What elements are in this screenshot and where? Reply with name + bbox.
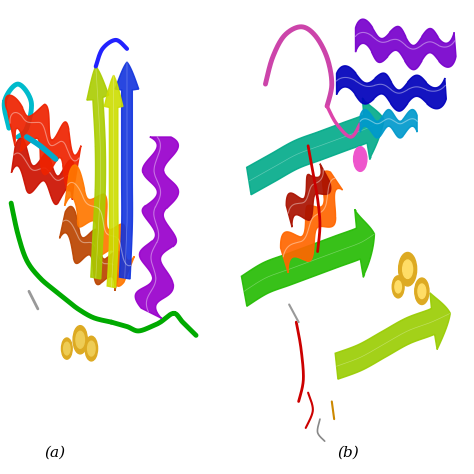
Circle shape [395,281,401,293]
Circle shape [418,284,426,299]
Text: (b): (b) [337,446,359,460]
Polygon shape [335,293,450,379]
Circle shape [64,342,70,355]
Polygon shape [104,75,123,288]
Polygon shape [241,210,374,306]
Polygon shape [115,62,139,279]
Polygon shape [64,165,135,286]
Polygon shape [11,138,75,204]
Polygon shape [60,206,121,291]
Circle shape [85,336,98,361]
Circle shape [62,338,72,359]
Circle shape [415,278,429,304]
Circle shape [392,276,404,298]
Polygon shape [286,164,331,227]
Polygon shape [246,98,384,195]
Circle shape [73,326,87,354]
Polygon shape [5,95,81,191]
Polygon shape [281,171,343,273]
Polygon shape [360,109,417,138]
Circle shape [354,146,367,172]
Text: (a): (a) [44,446,65,460]
Circle shape [403,260,412,278]
Circle shape [399,253,417,286]
Polygon shape [135,137,179,319]
Circle shape [88,341,95,356]
Polygon shape [87,66,109,279]
Circle shape [76,331,84,348]
Polygon shape [356,19,456,70]
Polygon shape [337,66,447,111]
